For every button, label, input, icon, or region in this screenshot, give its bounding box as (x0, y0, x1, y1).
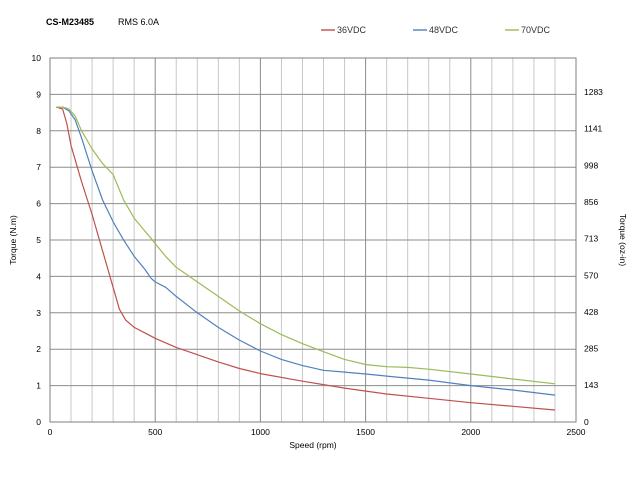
y2-axis-title: Torque (oz-in) (618, 214, 628, 267)
chart-rating-label: RMS 6.0A (118, 17, 160, 27)
y-tick-label: 8 (36, 126, 41, 136)
y2-tick-label: 570 (584, 270, 598, 280)
x-tick-label: 500 (148, 427, 162, 437)
y-tick-label: 7 (36, 162, 41, 172)
y2-tick-label: 428 (584, 307, 598, 317)
y-tick-label: 9 (36, 89, 41, 99)
chart-ticks: 0 500 1000 1500 2000 250001234567891001432854… (32, 53, 604, 437)
x-tick-label: 2500 (567, 427, 586, 437)
y-tick-label: 5 (36, 235, 41, 245)
y-tick-label: 10 (32, 53, 42, 63)
y-axis-title: Torque (N.m) (8, 215, 18, 265)
y2-tick-label: 1283 (584, 87, 603, 97)
y2-tick-label: 285 (584, 344, 598, 354)
legend-label: 48VDC (429, 25, 459, 35)
y-tick-label: 6 (36, 199, 41, 209)
y-tick-label: 1 (36, 381, 41, 391)
chart-grid (49, 57, 577, 423)
y2-tick-label: 0 (584, 417, 589, 427)
legend-label: 70VDC (521, 25, 551, 35)
x-axis-title: Speed (rpm) (289, 440, 336, 450)
plot-area-border (49, 57, 577, 423)
legend-label: 36VDC (337, 25, 367, 35)
y2-tick-label: 1141 (584, 124, 603, 134)
x-tick-label: 1000 (251, 427, 270, 437)
y-tick-label: 4 (36, 271, 41, 281)
chart-series (56, 106, 556, 411)
chart-legend: 36VDC 48VDC 70VDC (321, 25, 551, 35)
y2-tick-label: 143 (584, 380, 598, 390)
y2-tick-label: 713 (584, 234, 598, 244)
y-tick-label: 0 (36, 417, 41, 427)
y2-tick-label: 998 (584, 160, 598, 170)
x-tick-label: 1500 (356, 427, 375, 437)
series-line-48vdc (56, 106, 556, 396)
x-tick-label: 0 (48, 427, 53, 437)
series-line-70vdc (56, 106, 556, 385)
y-tick-label: 3 (36, 308, 41, 318)
y-tick-label: 2 (36, 344, 41, 354)
plot-frame (49, 57, 577, 423)
series-line-36vdc (56, 106, 556, 411)
chart-model-label: CS-M23485 (46, 17, 95, 27)
x-tick-label: 2000 (461, 427, 480, 437)
y2-tick-label: 856 (584, 197, 598, 207)
